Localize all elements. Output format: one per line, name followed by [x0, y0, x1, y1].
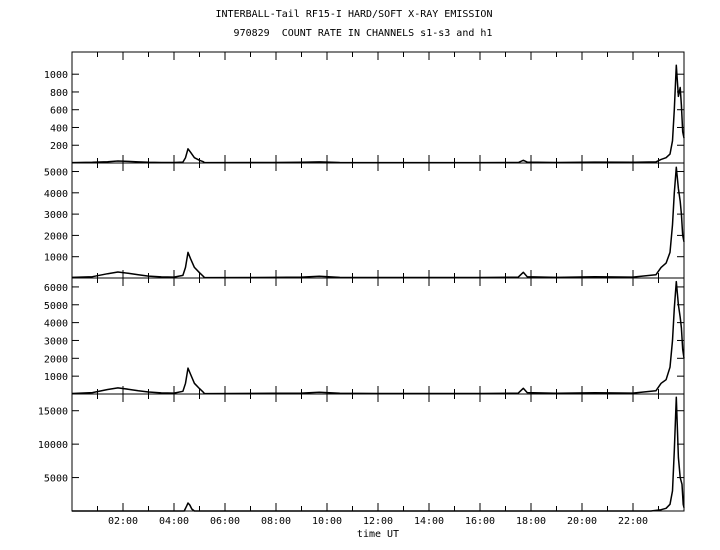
y-tick-label: 600 [50, 106, 68, 117]
y-tick-label: 1000 [44, 372, 68, 383]
y-tick-label: 2000 [44, 231, 68, 242]
panel-2-frame [71, 162, 685, 279]
y-tick-label: 5000 [44, 474, 68, 485]
y-tick-label: 4000 [44, 319, 68, 330]
x-tick-label: 20:00 [567, 516, 597, 527]
y-tick-label: 6000 [44, 283, 68, 294]
x-tick-label: 08:00 [261, 516, 291, 527]
x-tick-label: 16:00 [465, 516, 495, 527]
y-tick-label: 2000 [44, 354, 68, 365]
y-tick-label: 200 [50, 141, 68, 152]
y-tick-label: 10000 [38, 440, 68, 451]
x-tick-label: 10:00 [312, 516, 342, 527]
x-tick-label: 04:00 [159, 516, 189, 527]
panel-4-series [72, 396, 685, 512]
x-tick-label: 02:00 [108, 516, 138, 527]
x-axis-label: time UT [357, 529, 399, 540]
panel-2-series [71, 166, 685, 279]
panel-3-series [71, 280, 685, 395]
panel-3-frame [71, 277, 685, 395]
y-tick-label: 1000 [44, 253, 68, 264]
y-tick-label: 4000 [44, 189, 68, 200]
panel-4-frame [71, 393, 685, 512]
y-tick-label: 800 [50, 88, 68, 99]
y-tick-label: 5000 [44, 301, 68, 312]
panel-1-frame [71, 51, 685, 164]
y-tick-label: 5000 [44, 168, 68, 179]
panel-1-series [71, 64, 685, 164]
y-tick-label: 3000 [44, 336, 68, 347]
x-tick-label: 06:00 [210, 516, 240, 527]
chart-title: INTERBALL-Tail RF15-I HARD/SOFT X-RAY EM… [215, 9, 493, 20]
y-tick-label: 3000 [44, 210, 68, 221]
x-tick-label: 12:00 [363, 516, 393, 527]
y-tick-label: 1000 [44, 70, 68, 81]
x-tick-label: 22:00 [618, 516, 648, 527]
x-tick-label: 18:00 [516, 516, 546, 527]
x-tick-label: 14:00 [414, 516, 444, 527]
y-tick-label: 400 [50, 123, 68, 134]
chart-subtitle: 970829 COUNT RATE IN CHANNELS s1-s3 and … [233, 28, 493, 39]
y-tick-label: 15000 [38, 407, 68, 418]
